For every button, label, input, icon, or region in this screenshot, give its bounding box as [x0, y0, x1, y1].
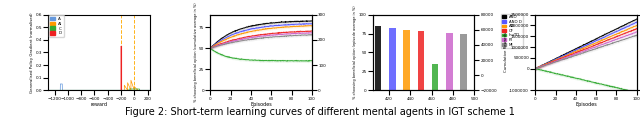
Legend: ANO, ANO D, AD, CF, InvTD, P.I, MI: ANO, ANO D, AD, CF, InvTD, P.I, MI [500, 14, 523, 48]
X-axis label: Episodes: Episodes [250, 102, 272, 107]
Bar [446, 33, 452, 90]
X-axis label: reward: reward [90, 102, 108, 107]
Bar [461, 34, 467, 90]
Y-axis label: Cumulative Rewards: Cumulative Rewards [504, 32, 508, 72]
Y-axis label: % choosing beneficial option (episode average in %): % choosing beneficial option (episode av… [353, 6, 358, 99]
Text: Figure 2: Short-term learning curves of different mental agents in IGT scheme 1: Figure 2: Short-term learning curves of … [125, 107, 515, 117]
Y-axis label: Generalised Policy Gradient (normalised): Generalised Policy Gradient (normalised) [30, 12, 34, 93]
Bar [418, 31, 424, 90]
Bar [389, 28, 396, 90]
Y-axis label: % choosing beneficial option (cumulative average in %): % choosing beneficial option (cumulative… [193, 3, 198, 102]
Bar [403, 30, 410, 90]
X-axis label: Episodes: Episodes [575, 102, 597, 107]
Legend: A, AI, C, D: A, AI, C, D [49, 15, 63, 37]
Bar [375, 26, 381, 90]
Bar [432, 64, 438, 90]
